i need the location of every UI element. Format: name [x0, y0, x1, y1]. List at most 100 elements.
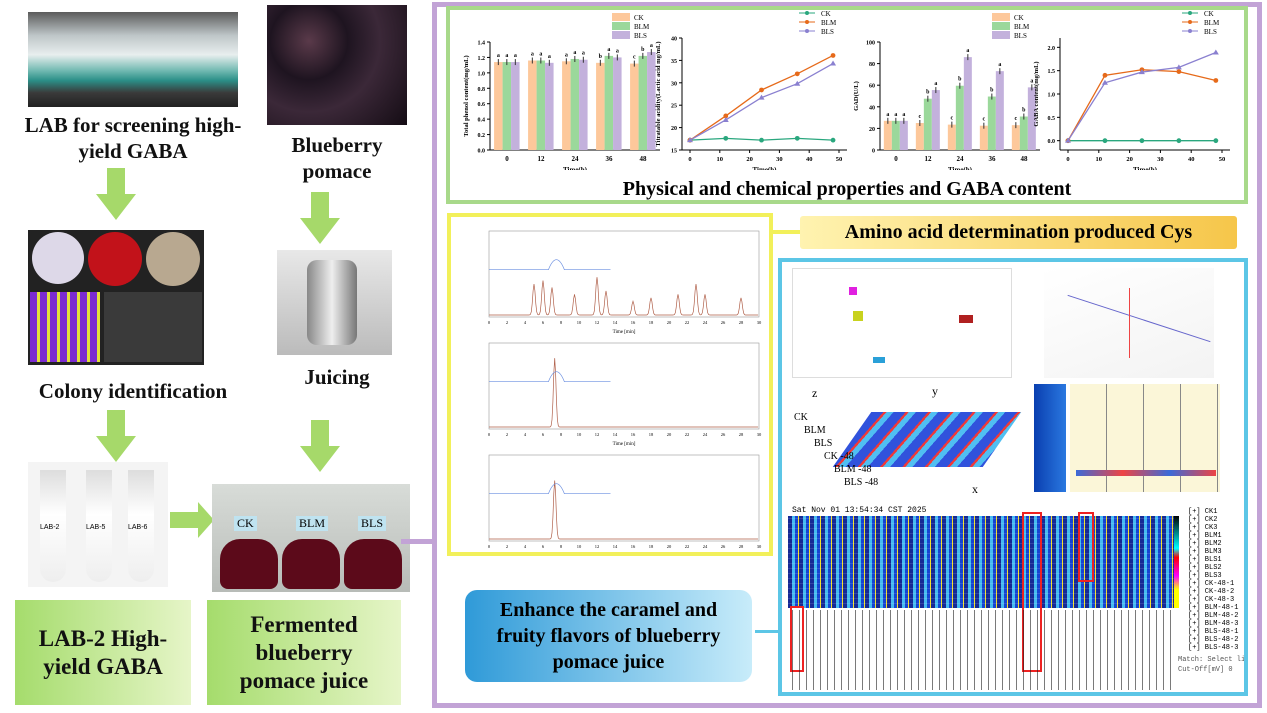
significance-letter: a	[582, 51, 585, 57]
flask-label: BLS	[358, 516, 387, 531]
sample-label: BLS	[814, 438, 833, 449]
colony-photos	[28, 230, 204, 365]
bar-CK	[630, 63, 639, 150]
x-tick-label: 0	[894, 155, 898, 163]
gallery-plot-heatmap: Sat Nov 01 13:54:34 CST 2025 [+] CK1 [+] …	[782, 506, 1244, 692]
x-tick-label: 16	[631, 432, 636, 437]
x-tick-label: 24	[572, 155, 580, 163]
significance-letter: c	[919, 114, 922, 120]
significance-letter: a	[998, 62, 1001, 68]
sample-list-item: [+] BLM3	[1188, 548, 1222, 556]
x-tick-label: 8	[560, 320, 563, 325]
x-tick-label: 0	[488, 544, 491, 549]
x-tick-label: 12	[595, 544, 600, 549]
legend-label: CK	[1014, 14, 1024, 22]
chromatogram-trace	[489, 480, 759, 540]
x-axis-label: Time [min]	[613, 330, 636, 335]
result-fermented-juice-box: Fermented blueberry pomace juice	[207, 600, 401, 705]
bar-BLS	[613, 57, 622, 150]
tube-label: LAB-2	[40, 524, 60, 531]
y-tick-label: 0.5	[1048, 116, 1056, 122]
sample-list-item: [+] BLM2	[1188, 540, 1222, 548]
physicochemical-section: 0.0 0.2 0.4 0.6 0.8 1.0 1.2 1.4 Time(h) Total phe…	[446, 6, 1248, 204]
bar-BLM	[638, 55, 648, 151]
x-tick-label: 20	[746, 156, 753, 163]
x-axis-label: Time(h)	[948, 166, 973, 170]
x-tick-label: 50	[836, 156, 843, 163]
amino-acid-title: Amino acid determination produced Cys	[800, 216, 1237, 249]
tube-label: LAB-6	[128, 524, 148, 531]
arrow-down-icon	[300, 192, 340, 244]
bar-BLS	[545, 62, 554, 151]
significance-letter: c	[951, 116, 954, 122]
x-tick-label: 6	[542, 320, 545, 325]
point-BLM	[830, 53, 836, 58]
gradient-trace	[489, 371, 611, 383]
sample-list-item: [+] CK-48-2	[1188, 588, 1235, 596]
blueberry-pomace-photo	[267, 5, 407, 125]
legend-swatch	[612, 31, 630, 39]
x-tick-label: 22	[685, 320, 690, 325]
lab-tubes-photo: LAB-2 LAB-5 LAB-6	[28, 462, 168, 587]
bar-BLS	[899, 120, 908, 150]
x-tick-label: 40	[1188, 156, 1195, 163]
legend-marker	[805, 11, 809, 15]
fermented-flasks-photo: CK BLM BLS	[212, 484, 410, 592]
y-tick-label: 0.8	[478, 87, 486, 93]
bar-CK	[947, 124, 956, 150]
significance-letter: c	[983, 117, 986, 123]
point-BLS	[722, 116, 729, 122]
x-tick-label: 2	[506, 432, 508, 437]
x-tick-label: 8	[560, 544, 563, 549]
difference-spectra	[1026, 380, 1226, 500]
results-frame	[432, 2, 1262, 708]
x-tick-label: 20	[667, 432, 672, 437]
significance-letter: b	[990, 88, 994, 94]
point-CK	[723, 135, 729, 141]
y-tick-label: 0.6	[478, 102, 486, 108]
x-tick-label: 30	[757, 320, 762, 325]
juicer-photo	[277, 250, 392, 355]
x-tick-label: 36	[606, 155, 614, 163]
significance-letter: a	[539, 52, 542, 58]
x-tick-label: 48	[1021, 155, 1029, 163]
x-tick-label: 12	[595, 320, 600, 325]
x-tick-label: 2	[506, 544, 508, 549]
sample-list-item: [+] CK2	[1188, 516, 1218, 524]
axis-label-y: y	[932, 384, 938, 398]
sample-list-item: [+] CK-48-1	[1188, 580, 1235, 588]
y-tick-label: 40	[869, 105, 875, 111]
bar-CK	[1011, 125, 1020, 150]
y-tick-label: 1.2	[478, 56, 486, 62]
x-tick-label: 30	[757, 544, 762, 549]
bar-BLM	[604, 55, 614, 151]
line-BLS	[1067, 51, 1217, 142]
x-tick-label: 4	[524, 320, 527, 325]
bar-BLM	[1019, 116, 1028, 150]
x-tick-label: 24	[703, 432, 708, 437]
legend-label: BLM	[1204, 19, 1220, 27]
chart-1: 15 20 25 30 35 40 Time(h) Titratable acidity(La…	[655, 10, 847, 170]
cutoff-text: Cut-Off[mV] 0	[1178, 666, 1233, 674]
legend-label: CK	[1204, 10, 1214, 18]
y-tick-label: 80	[869, 62, 875, 68]
bar-BLM	[891, 120, 900, 150]
sample-label: BLM -48	[834, 464, 872, 475]
legend-swatch	[992, 22, 1010, 30]
y-tick-label: 1.5	[1048, 69, 1056, 75]
x-tick-label: 0	[1066, 156, 1069, 163]
y-axis-label: Total phenol content(mg/mL)	[463, 55, 470, 136]
plot-frame	[488, 342, 760, 430]
arrow-down-icon	[96, 410, 136, 462]
significance-letter: b	[958, 77, 962, 83]
significance-letter: a	[573, 50, 576, 56]
x-tick-label: 20	[1126, 156, 1133, 163]
sample-list-item: [+] BLS3	[1188, 572, 1222, 580]
bar-BLS	[579, 59, 588, 150]
y-tick-label: 1.0	[1048, 93, 1056, 99]
bar-BLM	[987, 96, 996, 150]
bar-CK	[979, 125, 988, 150]
sample-list-item: [+] BLM-48-1	[1188, 604, 1239, 612]
